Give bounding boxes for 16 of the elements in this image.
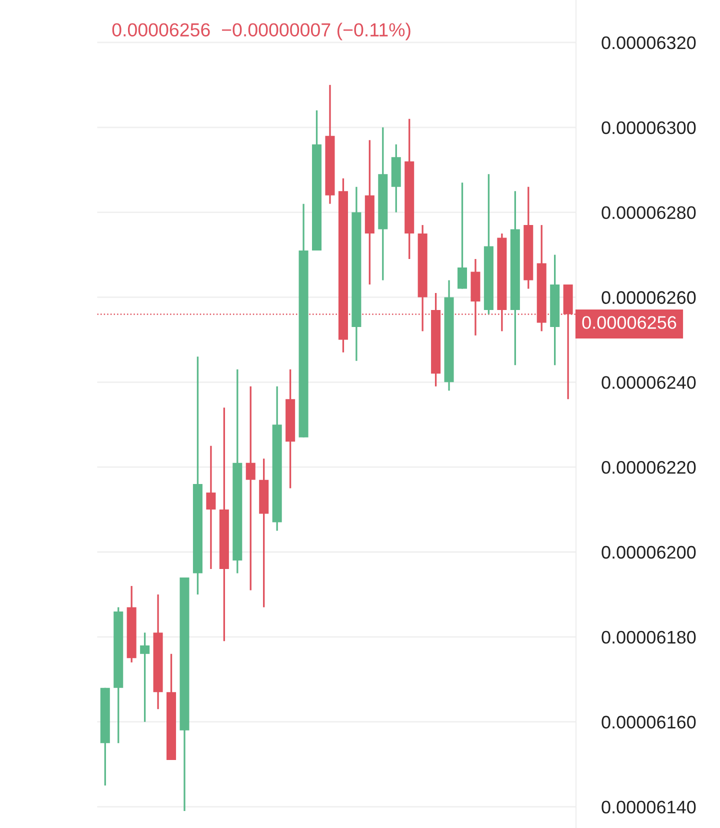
candlestick <box>140 632 150 723</box>
y-tick-label: 0.00006260 <box>602 291 696 304</box>
y-tick-label: 0.00006200 <box>602 546 696 559</box>
y-tick-label: 0.00006240 <box>602 376 696 389</box>
y-tick-label: 0.00006160 <box>602 716 696 729</box>
y-tick-label: 0.00006300 <box>602 121 696 134</box>
y-tick-label: 0.00006320 <box>602 36 696 50</box>
candlestick <box>246 386 256 592</box>
ref-line-label: 0.00006256 <box>582 316 676 329</box>
candlestick <box>206 445 216 570</box>
y-tick-label: 0.00006280 <box>602 206 696 220</box>
text: 0.00006256 −0.00000007 (−0.11%) <box>112 22 410 40</box>
y-tick-label: 0.00006140 <box>602 800 696 814</box>
y-tick-label: 0.00006220 <box>602 461 696 474</box>
y-tick-label: 0.00006180 <box>602 630 696 644</box>
candlestick <box>457 182 468 290</box>
